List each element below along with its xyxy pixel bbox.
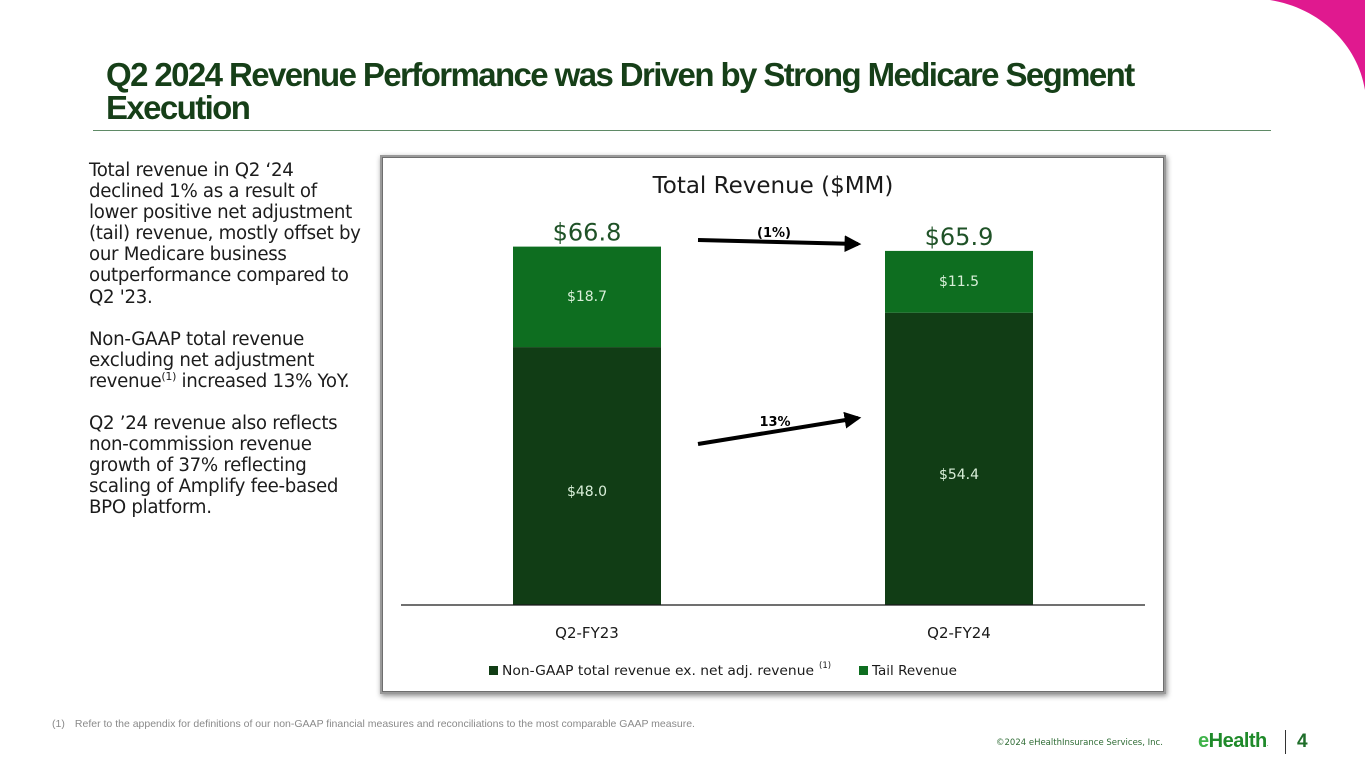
commentary-paragraph-2-text: Non-GAAP total revenue excluding net adj… <box>89 328 315 392</box>
bar-segment-label: $54.4 <box>939 467 979 483</box>
non-gaap-change-label: 13% <box>759 415 790 430</box>
bar-segment-non-gaap-q2-fy24 <box>885 312 1033 605</box>
copyright-text: ©2024 eHealthInsurance Services, Inc. <box>996 738 1163 748</box>
commentary-paragraph-3: Q2 ’24 revenue also reflects non-commiss… <box>89 412 339 519</box>
legend-label-non-gaap-text: Non-GAAP total revenue ex. net adj. reve… <box>502 663 814 679</box>
footnote-reference: (1) <box>161 369 177 383</box>
corner-accent-shape <box>1270 0 1365 90</box>
slide-title: Q2 2024 Revenue Performance was Driven b… <box>106 56 1135 126</box>
legend-footnote-ref: (1) <box>819 661 831 671</box>
chart-legend: Non-GAAP total revenue ex. net adj. reve… <box>489 661 957 679</box>
bar-segment-label: $48.0 <box>567 484 607 500</box>
commentary-paragraph-2: Non-GAAP total revenue excluding net adj… <box>89 329 369 392</box>
page-number: 4 <box>1297 731 1308 752</box>
ehealth-logo: eHealth. <box>1198 730 1269 753</box>
total-change-label: (1%) <box>757 226 791 241</box>
logo-e: e <box>1198 730 1209 752</box>
commentary-paragraph-1: Total revenue in Q2 ‘24 declined 1% as a… <box>89 160 361 308</box>
logo-wordmark: Health <box>1208 730 1268 752</box>
bar-segment-label: $18.7 <box>567 289 607 305</box>
legend-label-tail: Tail Revenue <box>871 663 957 679</box>
footnote-text: Refer to the appendix for definitions of… <box>74 718 695 730</box>
chart-title: Total Revenue ($MM) <box>652 173 894 199</box>
logo-dot: . <box>1266 741 1269 748</box>
bar-segment-label: $11.5 <box>939 274 979 290</box>
commentary-text: Total revenue in Q2 ‘24 declined 1% as a… <box>89 160 369 539</box>
bar-total-label: $66.8 <box>553 219 622 247</box>
legend-label-non-gaap: Non-GAAP total revenue ex. net adj. reve… <box>502 663 814 679</box>
bar-segment-tail-q2-fy24 <box>885 250 1033 313</box>
revenue-chart: Total Revenue ($MM) $48.0 $18.7 $66.8 $54.4… <box>401 173 1145 679</box>
x-axis-tick-label: Q2-FY23 <box>555 624 619 642</box>
legend-swatch-non-gaap <box>489 666 498 675</box>
page-number-divider <box>1285 730 1286 754</box>
x-axis-tick-label: Q2-FY24 <box>927 624 991 642</box>
bar-segment-tail-q2-fy23 <box>513 246 661 348</box>
bar-total-label: $65.9 <box>925 223 994 251</box>
legend-swatch-tail <box>859 666 868 675</box>
non-gaap-change-arrow <box>697 411 862 446</box>
commentary-paragraph-2-tail: increased 13% YoY. <box>176 370 350 392</box>
footnote-marker: (1) <box>52 718 65 730</box>
revenue-chart-card: Total Revenue ($MM) $48.0 $18.7 $66.8 $54.4… <box>382 157 1164 692</box>
footnote: (1) Refer to the appendix for definition… <box>52 718 695 730</box>
bar-segment-non-gaap-q2-fy23 <box>513 347 661 605</box>
title-divider <box>93 130 1271 131</box>
total-change-arrow <box>697 235 862 253</box>
